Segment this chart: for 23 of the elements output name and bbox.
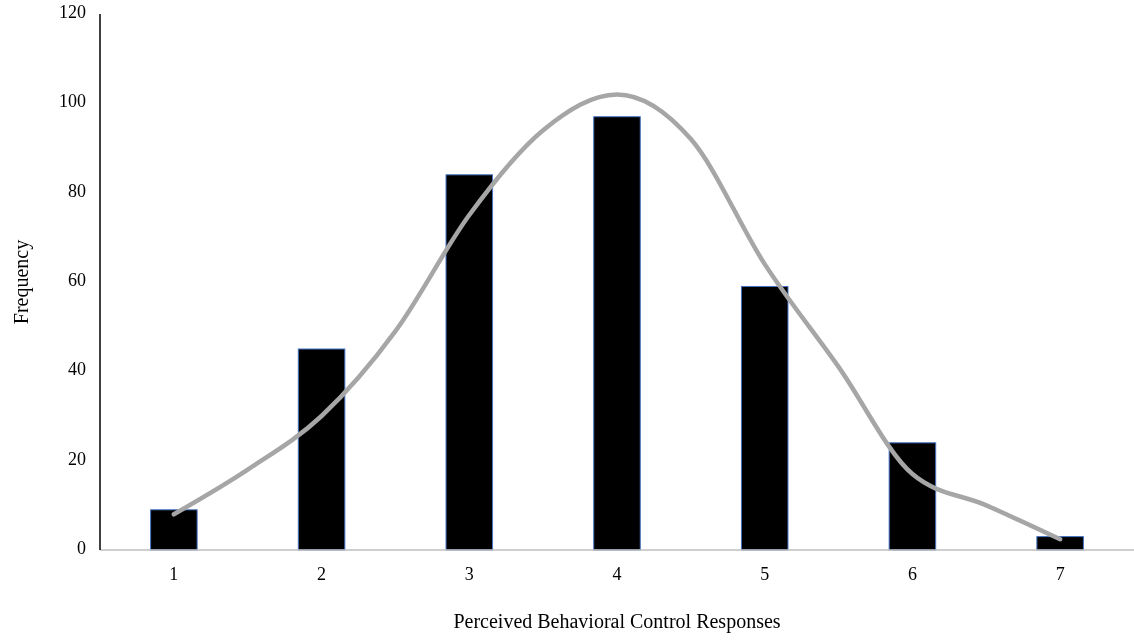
x-tick-label: 7 (1055, 564, 1065, 584)
y-tick-label: 0 (77, 538, 86, 559)
bar (740, 285, 789, 551)
y-tick-label: 80 (68, 180, 86, 201)
y-tick-label: 40 (68, 359, 86, 380)
x-tick-label: 1 (169, 564, 179, 584)
bar (593, 116, 641, 551)
x-axis-title: Perceived Behavioral Control Responses (453, 610, 781, 633)
y-tick-label: 100 (59, 91, 86, 112)
y-tick-label: 60 (68, 270, 86, 291)
bar (888, 442, 937, 551)
y-tick-label: 120 (59, 2, 86, 23)
x-tick-label: 3 (464, 564, 474, 584)
x-tick-label: 2 (317, 564, 327, 584)
bar (445, 174, 494, 551)
line-series (171, 92, 1063, 542)
y-axis-title: Frequency (10, 239, 33, 325)
bar (150, 509, 198, 551)
y-tick-label: 20 (68, 448, 86, 469)
x-tick-label: 6 (907, 564, 917, 584)
x-tick-label: 4 (612, 564, 622, 584)
x-tick-label: 5 (760, 564, 770, 584)
bar (297, 348, 346, 551)
